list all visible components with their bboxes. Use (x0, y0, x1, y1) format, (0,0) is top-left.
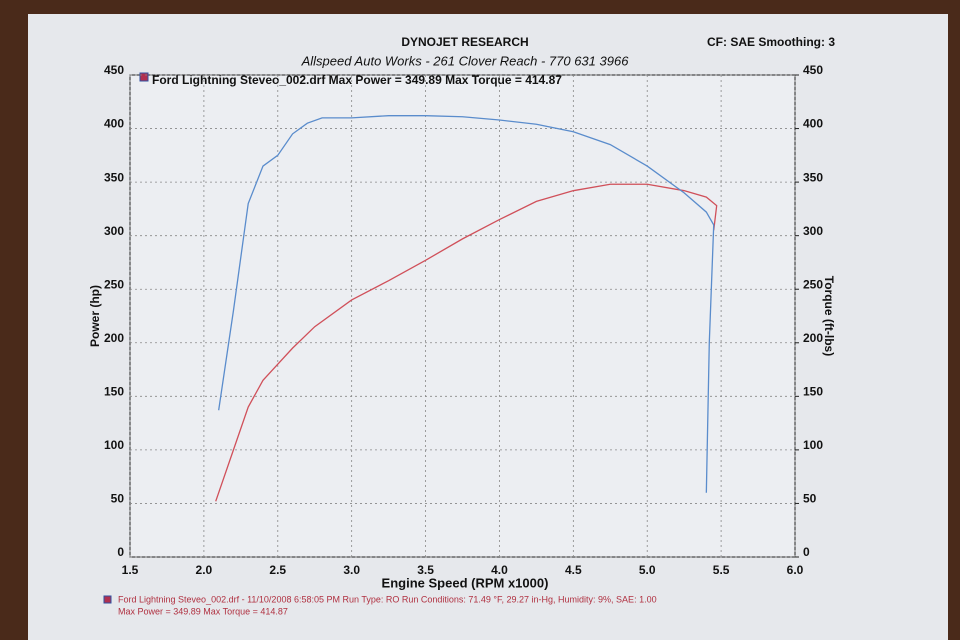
x-tick-label: 5.5 (713, 563, 730, 577)
y2-tick-label: 350 (803, 170, 823, 184)
y-tick-label: 300 (104, 224, 124, 238)
y2-tick-label: 300 (803, 224, 823, 238)
y-tick-label: 250 (104, 277, 124, 291)
y-tick-label: 0 (117, 545, 124, 559)
x-tick-label: 4.5 (565, 563, 582, 577)
chart-subtitle: Allspeed Auto Works - 261 Clover Reach -… (301, 53, 630, 68)
y-tick-label: 450 (104, 63, 124, 77)
legend-text: Ford Lightning Steveo_002.drf Max Power … (152, 73, 562, 87)
x-tick-label: 3.0 (343, 563, 360, 577)
y2-axis-label: Torque (ft-lbs) (822, 276, 836, 356)
y-tick-label: 150 (104, 385, 124, 399)
x-tick-label: 1.5 (122, 563, 139, 577)
y2-tick-label: 50 (803, 492, 817, 506)
y2-tick-label: 250 (803, 277, 823, 291)
y-tick-label: 50 (111, 492, 125, 506)
series-line (218, 115, 715, 493)
x-tick-label: 2.0 (196, 563, 213, 577)
y-tick-label: 400 (104, 117, 124, 131)
footer-line: Max Power = 349.89 Max Torque = 414.87 (118, 606, 288, 616)
y-tick-label: 350 (104, 170, 124, 184)
y-tick-label: 100 (104, 438, 124, 452)
x-axis-label: Engine Speed (RPM x1000) (382, 575, 549, 590)
chart-title: DYNOJET RESEARCH (401, 35, 528, 49)
y2-tick-label: 200 (803, 331, 823, 345)
y2-tick-label: 150 (803, 385, 823, 399)
settings-note: CF: SAE Smoothing: 3 (707, 35, 835, 49)
x-tick-label: 4.0 (491, 563, 508, 577)
x-tick-label: 2.5 (269, 563, 286, 577)
legend-swatch (139, 72, 149, 82)
x-tick-label: 6.0 (787, 563, 804, 577)
footer-line: Ford Lightning Steveo_002.drf - 11/10/20… (118, 594, 657, 604)
y2-tick-label: 0 (803, 545, 810, 559)
y-axis-label: Power (hp) (88, 285, 102, 347)
footer-swatch (103, 595, 112, 604)
y2-tick-label: 450 (803, 63, 823, 77)
plot-area (129, 74, 796, 558)
y2-tick-label: 100 (803, 438, 823, 452)
series-line (215, 183, 718, 502)
x-tick-label: 5.0 (639, 563, 656, 577)
y2-tick-label: 400 (803, 117, 823, 131)
x-tick-label: 3.5 (417, 563, 434, 577)
y-tick-label: 200 (104, 331, 124, 345)
